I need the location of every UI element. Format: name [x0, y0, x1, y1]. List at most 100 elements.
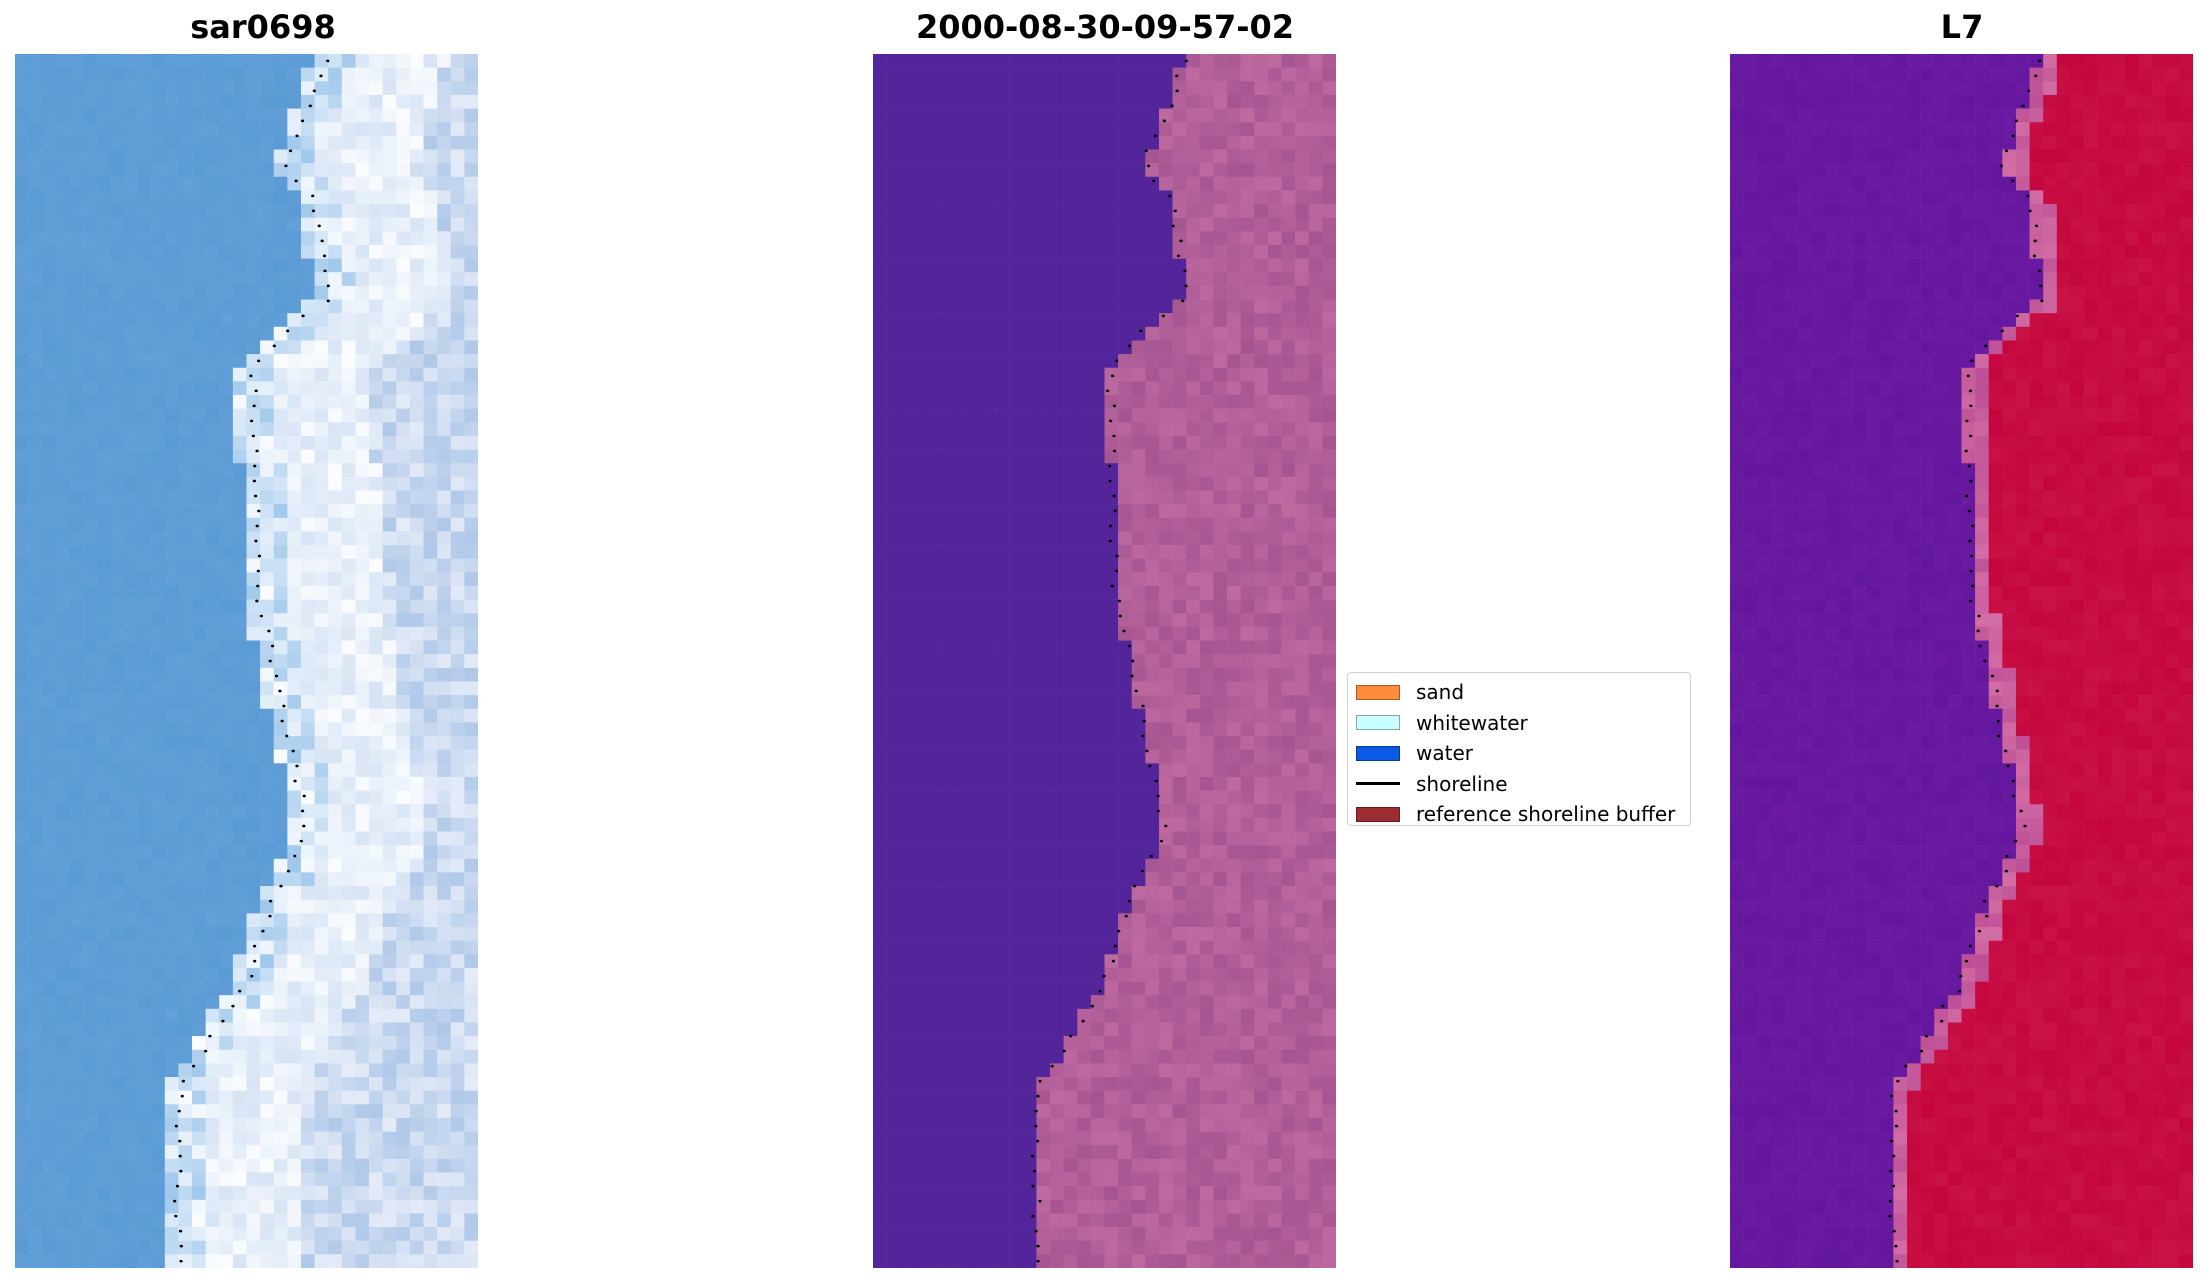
- image-pixel: [69, 1117, 84, 1132]
- image-pixel: [913, 558, 928, 573]
- image-pixel: [954, 326, 969, 341]
- image-pixel: [123, 967, 138, 982]
- image-pixel: [69, 749, 84, 764]
- image-pixel: [205, 790, 220, 805]
- image-pixel: [1022, 326, 1037, 341]
- shoreline-point: [311, 209, 316, 213]
- image-pixel: [246, 204, 261, 218]
- image-pixel: [300, 1172, 315, 1187]
- image-pixel: [1063, 204, 1078, 218]
- image-pixel: [219, 299, 234, 314]
- image-pixel: [1267, 449, 1282, 464]
- image-pixel: [300, 845, 315, 860]
- image-pixel: [341, 285, 356, 300]
- image-pixel: [1090, 763, 1105, 778]
- image-pixel: [273, 1172, 288, 1187]
- image-pixel: [341, 204, 356, 218]
- image-pixel: [1118, 258, 1133, 273]
- image-pixel: [1295, 122, 1310, 137]
- image-pixel: [886, 681, 901, 696]
- image-pixel: [42, 258, 57, 273]
- image-pixel: [96, 913, 111, 928]
- shoreline-point: [179, 1244, 183, 1248]
- image-pixel: [995, 367, 1010, 382]
- image-pixel: [941, 408, 955, 423]
- image-pixel: [1172, 231, 1187, 246]
- image-pixel: [1131, 67, 1146, 82]
- image-pixel: [151, 54, 166, 68]
- image-pixel: [437, 545, 452, 559]
- image-pixel: [314, 299, 329, 314]
- image-pixel: [314, 804, 329, 819]
- image-pixel: [1322, 504, 1336, 519]
- image-pixel: [42, 1104, 57, 1119]
- image-pixel: [1254, 476, 1269, 491]
- image-pixel: [219, 626, 234, 641]
- image-pixel: [382, 258, 397, 273]
- image-pixel: [96, 776, 111, 791]
- image-pixel: [1186, 490, 1201, 505]
- image-pixel: [55, 258, 70, 273]
- image-pixel: [328, 244, 343, 259]
- image-pixel: [437, 858, 452, 873]
- image-pixel: [219, 722, 234, 737]
- image-pixel: [1295, 340, 1310, 355]
- image-pixel: [1145, 763, 1160, 778]
- image-pixel: [15, 1254, 29, 1268]
- image-pixel: [437, 122, 452, 137]
- image-pixel: [437, 572, 452, 587]
- image-pixel: [137, 667, 152, 682]
- image-pixel: [341, 231, 356, 246]
- image-pixel: [450, 313, 465, 328]
- image-pixel: [981, 749, 996, 764]
- image-pixel: [873, 667, 887, 682]
- image-pixel: [246, 995, 261, 1010]
- image-pixel: [1172, 449, 1187, 464]
- image-pixel: [15, 476, 29, 491]
- image-pixel: [42, 476, 57, 491]
- image-pixel: [995, 722, 1010, 737]
- image-pixel: [968, 217, 983, 232]
- image-pixel: [15, 272, 29, 287]
- image-pixel: [273, 708, 288, 723]
- image-pixel: [1022, 163, 1037, 178]
- image-pixel: [260, 531, 275, 546]
- image-pixel: [83, 1117, 97, 1132]
- image-pixel: [1186, 790, 1201, 805]
- image-pixel: [369, 899, 383, 914]
- image-pixel: [968, 722, 983, 737]
- image-pixel: [450, 1063, 465, 1078]
- image-pixel: [927, 654, 942, 669]
- image-pixel: [1104, 422, 1119, 437]
- image-pixel: [219, 817, 234, 832]
- image-pixel: [260, 981, 275, 996]
- image-pixel: [409, 135, 424, 150]
- image-pixel: [178, 476, 193, 491]
- image-pixel: [1077, 640, 1092, 655]
- image-pixel: [273, 1227, 288, 1241]
- shoreline-point: [302, 794, 306, 798]
- image-pixel: [287, 517, 302, 532]
- image-pixel: [151, 722, 166, 737]
- image-pixel: [55, 749, 70, 764]
- image-pixel: [232, 231, 247, 246]
- image-pixel: [941, 695, 955, 710]
- image-pixel: [900, 613, 915, 628]
- image-pixel: [369, 449, 383, 464]
- image-pixel: [232, 776, 247, 791]
- image-pixel: [42, 108, 57, 123]
- image-pixel: [96, 1036, 111, 1051]
- image-pixel: [1267, 585, 1282, 600]
- image-pixel: [1295, 272, 1310, 287]
- image-pixel: [355, 476, 370, 491]
- image-pixel: [1227, 790, 1241, 805]
- image-pixel: [1036, 231, 1051, 246]
- image-pixel: [246, 1049, 261, 1064]
- image-pixel: [382, 54, 397, 68]
- image-pixel: [954, 313, 969, 328]
- image-pixel: [464, 381, 478, 396]
- image-pixel: [1281, 231, 1296, 246]
- image-pixel: [1254, 531, 1269, 546]
- image-pixel: [1213, 67, 1228, 82]
- image-pixel: [273, 381, 288, 396]
